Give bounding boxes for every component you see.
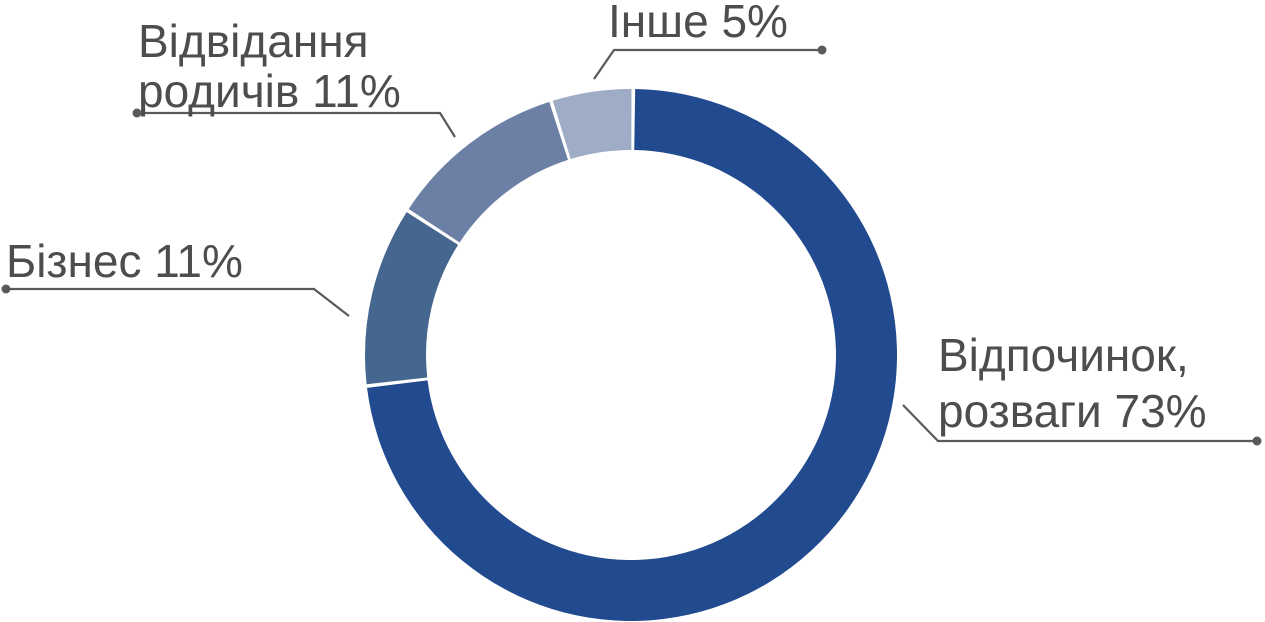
leader-line-1 — [6, 287, 350, 317]
donut-slice-3 — [552, 89, 632, 160]
slice-label-1: Бізнес 11% — [6, 235, 243, 287]
donut-slice-2 — [408, 101, 568, 243]
slice-label-line: Відпочинок, — [938, 329, 1189, 381]
slice-label-3: Інше 5% — [608, 0, 788, 47]
slice-label-line: родичів 11% — [138, 65, 401, 117]
leader-lines — [1, 45, 1262, 446]
leader-line-2 — [137, 111, 456, 138]
slice-label-line: Інше 5% — [608, 0, 788, 47]
leader-dot-1 — [1, 284, 11, 294]
donut-slice-1 — [365, 212, 459, 385]
leader-dot-3 — [817, 45, 827, 55]
leader-dot-2 — [132, 108, 142, 118]
slice-label-2: Відвідання родичів 11% — [138, 15, 401, 117]
slice-labels: Відпочинок, розваги 73% Бізнес 11% Відвідан… — [6, 0, 1207, 437]
slice-label-0: Відпочинок, розваги 73% — [938, 329, 1207, 437]
leader-line-0 — [902, 404, 1257, 443]
slice-label-line: Бізнес 11% — [6, 235, 243, 287]
slice-label-line: Відвідання — [138, 15, 369, 67]
slice-label-line: розваги 73% — [938, 385, 1207, 437]
donut-slices — [365, 89, 898, 621]
leader-dot-0 — [1252, 436, 1262, 446]
leader-line-3 — [593, 48, 822, 80]
